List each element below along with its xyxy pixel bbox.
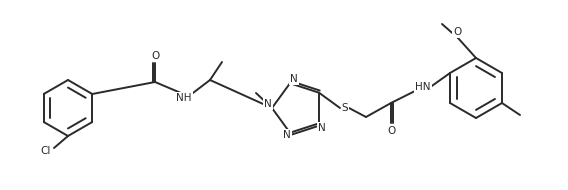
Text: O: O	[453, 27, 461, 37]
Text: N: N	[290, 74, 298, 84]
Text: N: N	[283, 130, 291, 140]
Text: N: N	[318, 123, 326, 133]
Text: O: O	[151, 51, 159, 61]
Text: O: O	[387, 126, 395, 136]
Text: NH: NH	[176, 93, 192, 103]
Text: Cl: Cl	[41, 146, 51, 156]
Text: N: N	[264, 99, 272, 109]
Text: HN: HN	[415, 82, 431, 92]
Text: S: S	[342, 103, 348, 113]
